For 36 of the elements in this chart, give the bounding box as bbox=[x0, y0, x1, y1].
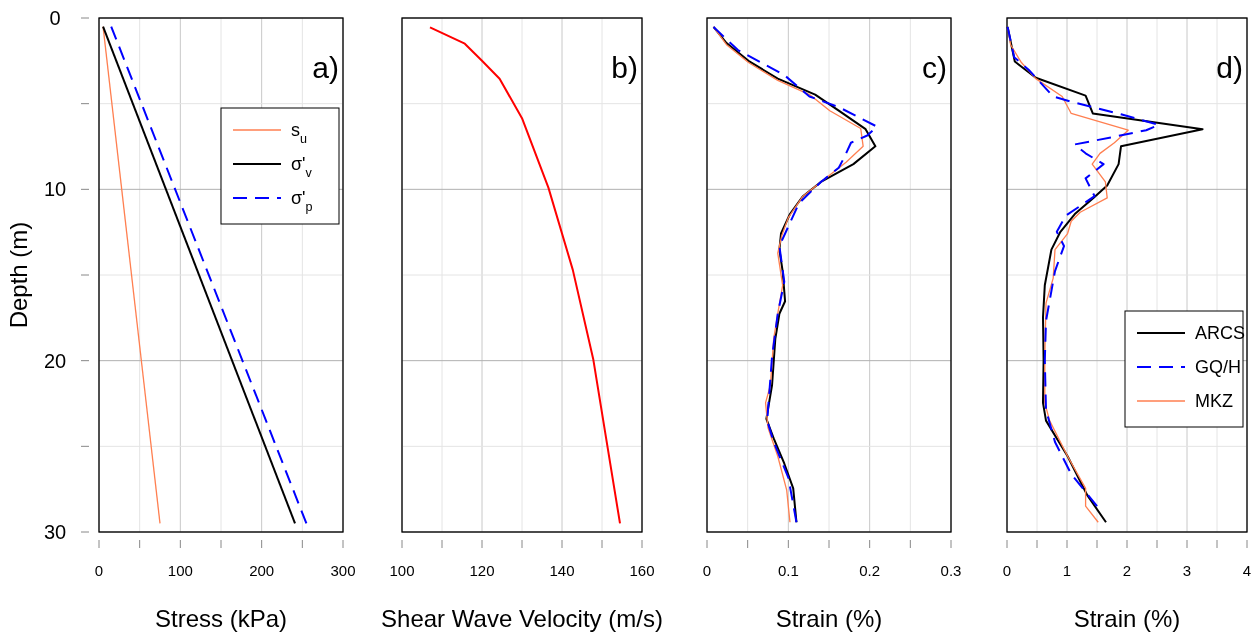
legend-label: MKZ bbox=[1195, 391, 1233, 411]
x-tick-label: 4 bbox=[1242, 562, 1252, 579]
legend-label: GQ/H bbox=[1195, 357, 1242, 377]
x-axis-title: Stress (kPa) bbox=[154, 605, 288, 632]
x-axis-title: Strain (%) bbox=[1073, 605, 1181, 632]
x-tick-label: 1 bbox=[1062, 562, 1072, 579]
x-tick-label: 3 bbox=[1182, 562, 1192, 579]
y-tick-label: 30 bbox=[43, 521, 67, 543]
x-tick-label: 200 bbox=[249, 562, 275, 579]
y-tick-label: 20 bbox=[43, 349, 67, 372]
x-tick-label: 140 bbox=[549, 562, 575, 579]
annotation: d) bbox=[1216, 51, 1243, 84]
legend-label: σ'$_{p}$ bbox=[291, 188, 313, 214]
legend-label: ARCS bbox=[1195, 323, 1246, 343]
x-tick-label: 300 bbox=[330, 562, 356, 579]
annotation: c) bbox=[922, 51, 947, 84]
x-axis-title: Strain (%) bbox=[775, 605, 883, 632]
x-tick-label: 0 bbox=[702, 562, 712, 579]
x-tick-label: 100 bbox=[389, 562, 415, 579]
x-tick-label: 100 bbox=[167, 562, 193, 579]
x-tick-label: 2 bbox=[1122, 562, 1132, 579]
x-tick-label: 0.1 bbox=[777, 562, 799, 579]
x-tick-label: 0 bbox=[94, 562, 104, 579]
x-tick-label: 160 bbox=[629, 562, 655, 579]
x-tick-label: 0.2 bbox=[859, 562, 881, 579]
x-tick-label: 120 bbox=[469, 562, 495, 579]
legend-label: s$_{u}$ bbox=[291, 120, 308, 146]
x-axis-title: Shear Wave Velocity (m/s) bbox=[381, 605, 663, 632]
annotation: a) bbox=[312, 51, 339, 84]
x-tick-label: 0 bbox=[1002, 562, 1012, 579]
annotation: b) bbox=[611, 51, 638, 84]
x-tick-label: 0.3 bbox=[940, 562, 962, 579]
y-tick-label: 0 bbox=[49, 7, 61, 29]
y-axis-title: Depth (m) bbox=[5, 221, 32, 329]
legend-label: σ'$_{v}$ bbox=[291, 154, 313, 180]
y-tick-label: 10 bbox=[43, 178, 67, 201]
